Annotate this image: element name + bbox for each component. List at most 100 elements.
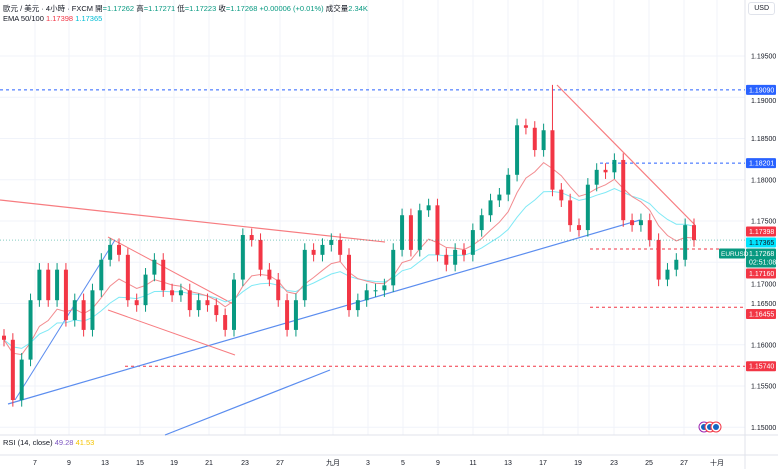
candle[interactable]: [117, 244, 121, 255]
candle[interactable]: [46, 269, 51, 301]
candle[interactable]: [320, 244, 325, 255]
candle[interactable]: [276, 279, 281, 301]
candle[interactable]: [515, 125, 520, 175]
candle[interactable]: [382, 285, 387, 291]
candle[interactable]: [10, 339, 15, 401]
candle[interactable]: [470, 230, 475, 255]
candle[interactable]: [2, 335, 6, 340]
candle[interactable]: [214, 305, 219, 316]
candle[interactable]: [630, 220, 635, 226]
candle[interactable]: [143, 274, 148, 306]
candle[interactable]: [37, 269, 42, 301]
candle[interactable]: [408, 215, 413, 250]
candle[interactable]: [506, 174, 511, 195]
candle[interactable]: [311, 249, 316, 255]
candle[interactable]: [187, 290, 192, 311]
candle[interactable]: [577, 225, 581, 231]
candle[interactable]: [81, 300, 86, 330]
ema-price-tag: [746, 226, 776, 237]
candle[interactable]: [523, 125, 528, 128]
trendline-support[interactable]: [7, 219, 641, 405]
candle[interactable]: [462, 249, 466, 255]
candle[interactable]: [55, 269, 60, 301]
candle[interactable]: [196, 300, 201, 311]
candle[interactable]: [603, 169, 608, 173]
currency-button[interactable]: USD: [748, 2, 775, 15]
candle[interactable]: [435, 205, 440, 255]
candle[interactable]: [90, 290, 95, 330]
candle[interactable]: [559, 189, 564, 201]
rsi-value: 49.28: [54, 438, 74, 447]
candle[interactable]: [541, 130, 546, 151]
candle[interactable]: [683, 225, 688, 260]
trendline-resistance-2[interactable]: [556, 84, 696, 226]
candle[interactable]: [205, 300, 210, 306]
rsi-legend[interactable]: RSI (14, close) 49.28 41.53: [3, 438, 94, 447]
candle[interactable]: [267, 269, 272, 280]
candle[interactable]: [674, 259, 679, 270]
candle[interactable]: [338, 239, 343, 255]
candle[interactable]: [585, 184, 590, 231]
candle[interactable]: [550, 130, 555, 190]
candle[interactable]: [28, 300, 33, 360]
candle[interactable]: [99, 259, 104, 291]
candle[interactable]: [355, 300, 360, 311]
level-price-tag-label: 1.15740: [749, 364, 774, 371]
candle[interactable]: [479, 215, 484, 231]
candle[interactable]: [63, 269, 68, 320]
candle[interactable]: [161, 259, 166, 291]
candle[interactable]: [178, 290, 183, 296]
candle[interactable]: [488, 200, 493, 216]
candle[interactable]: [426, 205, 431, 211]
candle[interactable]: [417, 210, 422, 250]
candle[interactable]: [665, 269, 670, 280]
candle[interactable]: [152, 259, 157, 275]
candle[interactable]: [19, 359, 24, 401]
candle[interactable]: [170, 290, 175, 296]
candle[interactable]: [258, 239, 263, 270]
candle[interactable]: [568, 200, 573, 226]
candle[interactable]: [497, 194, 502, 201]
open-value: =1.17262: [102, 4, 135, 13]
candle[interactable]: [134, 300, 139, 306]
candle[interactable]: [232, 279, 236, 330]
candle[interactable]: [656, 239, 661, 280]
candle[interactable]: [444, 254, 449, 265]
candle[interactable]: [329, 239, 334, 245]
candle[interactable]: [612, 159, 617, 173]
trendline-support-lower[interactable]: [164, 369, 331, 436]
candle[interactable]: [621, 159, 626, 221]
trendline-resistance[interactable]: [0, 199, 386, 243]
candle[interactable]: [285, 300, 290, 330]
candle[interactable]: [391, 249, 396, 286]
channel-lower[interactable]: [107, 309, 236, 356]
candle[interactable]: [125, 254, 130, 301]
candle[interactable]: [240, 235, 245, 280]
candle[interactable]: [364, 290, 369, 301]
candle[interactable]: [223, 315, 228, 330]
candle[interactable]: [293, 300, 298, 330]
event-dot-icon: [713, 424, 719, 430]
candle[interactable]: [638, 220, 643, 226]
high-label: 高: [136, 4, 144, 13]
candle[interactable]: [594, 169, 599, 185]
channel-upper[interactable]: [107, 236, 236, 306]
candle[interactable]: [647, 220, 652, 240]
time-tick-label: 19: [170, 460, 178, 467]
level-price-tag: [746, 268, 776, 279]
candle[interactable]: [532, 127, 537, 151]
candle[interactable]: [72, 300, 77, 320]
candle[interactable]: [302, 249, 307, 301]
candle[interactable]: [453, 249, 458, 265]
candle[interactable]: [249, 235, 254, 240]
rsi-label: RSI (14, close): [3, 438, 53, 447]
price-tick-label: 1.17000: [751, 282, 776, 289]
ema-legend[interactable]: EMA 50/100 1.17398 1.17365: [3, 14, 102, 23]
candle[interactable]: [373, 290, 378, 292]
low-value: =1.17223: [184, 4, 217, 13]
candle[interactable]: [400, 215, 405, 250]
candle[interactable]: [692, 225, 696, 241]
candle[interactable]: [347, 254, 351, 311]
candle[interactable]: [108, 244, 113, 260]
